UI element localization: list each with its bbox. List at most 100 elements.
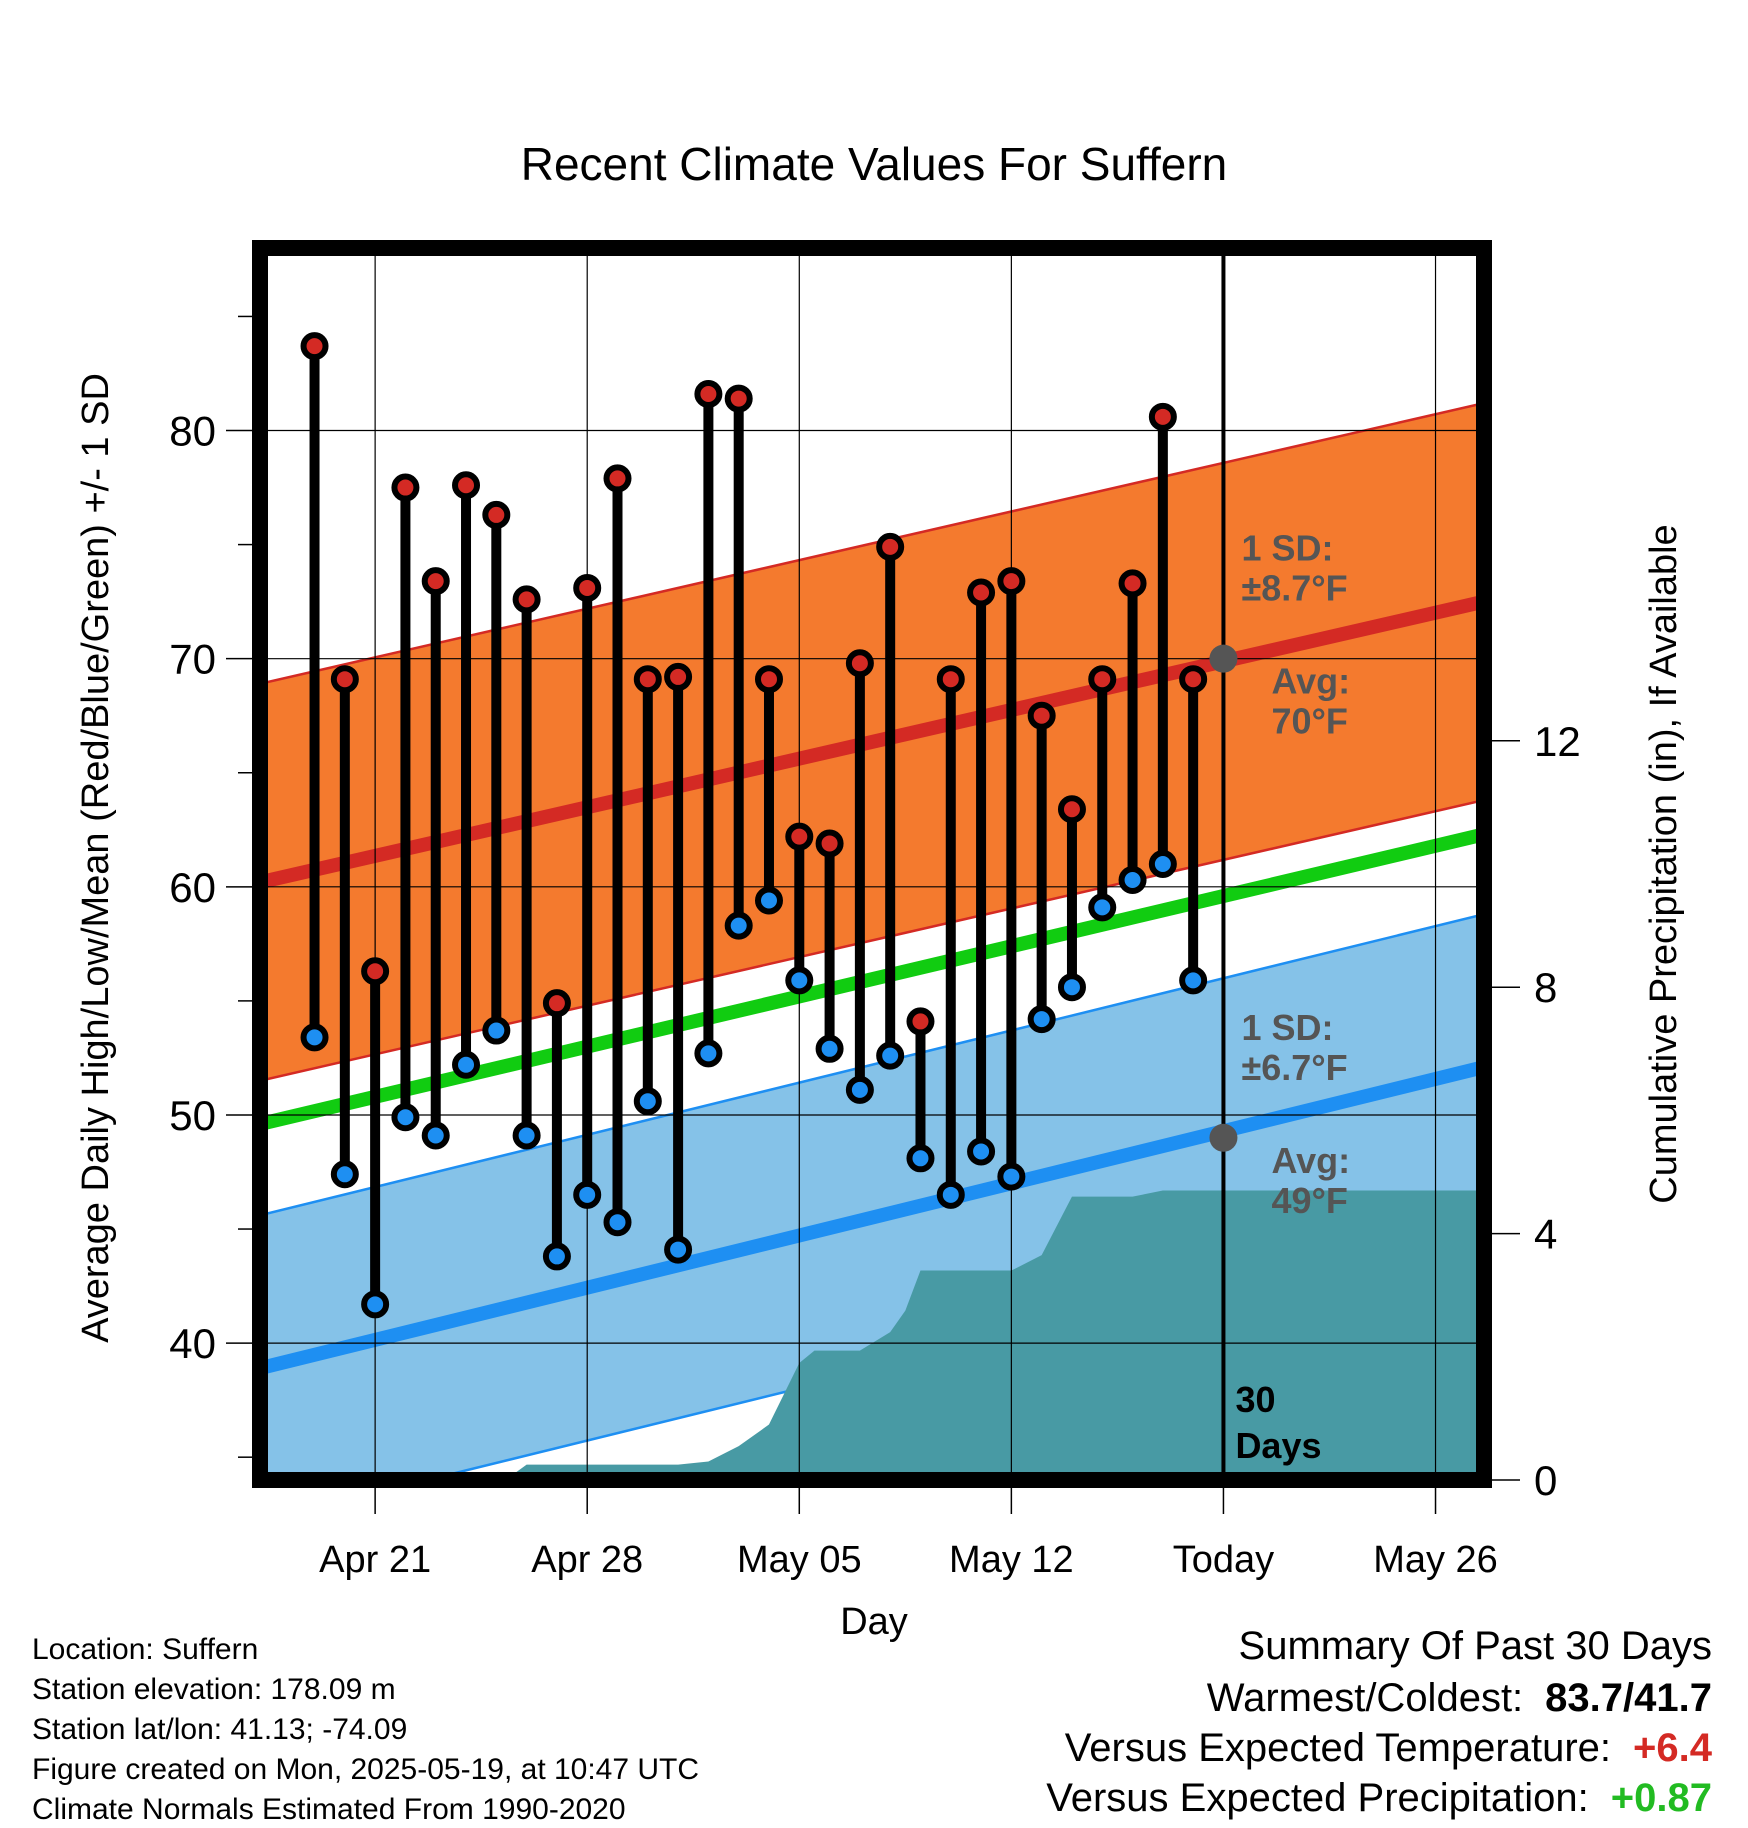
daily-low-point	[967, 1137, 996, 1166]
daily-low-point	[876, 1041, 905, 1070]
period-label-unit: Days	[1235, 1425, 1321, 1466]
daily-high-point	[845, 649, 874, 678]
daily-high-point	[876, 532, 905, 561]
summary-temp-label: Versus Expected Temperature:	[1064, 1726, 1612, 1770]
summary-title: Summary Of Past 30 Days	[1238, 1624, 1712, 1668]
daily-high-point	[603, 464, 632, 493]
high-avg-value: 70°F	[1271, 701, 1347, 742]
daily-high-point	[391, 473, 420, 502]
daily-high-point	[361, 957, 390, 986]
plot-inner	[260, 248, 1484, 1480]
y-tick-label: 80	[169, 408, 216, 455]
daily-low-point	[815, 1034, 844, 1063]
daily-low-point	[906, 1144, 935, 1173]
daily-low-point	[542, 1242, 571, 1271]
daily-low-point	[482, 1016, 511, 1045]
high-sd-value: ±8.7°F	[1241, 568, 1347, 609]
daily-low-point	[1118, 865, 1147, 894]
low-sd-value: ±6.7°F	[1241, 1047, 1347, 1088]
low-avg-value: 49°F	[1271, 1180, 1347, 1221]
daily-low-point	[452, 1050, 481, 1079]
footer-location: Location: Suffern	[32, 1633, 259, 1666]
daily-high-point	[542, 989, 571, 1018]
daily-high-point	[421, 567, 450, 596]
y2-tick-label: 8	[1534, 964, 1557, 1011]
daily-low-point	[603, 1208, 632, 1237]
summary-precip-label: Versus Expected Precipitation:	[1046, 1776, 1589, 1820]
summary-warm-cold: Warmest/Coldest: 83.7/41.7	[1207, 1676, 1712, 1721]
daily-high-point	[997, 567, 1026, 596]
daily-low-point	[785, 966, 814, 995]
daily-high-point	[754, 665, 783, 694]
daily-high-point	[1057, 795, 1086, 824]
daily-high-point	[452, 471, 481, 500]
daily-high-point	[1118, 569, 1147, 598]
daily-low-point	[1057, 973, 1086, 1002]
x-tick-label: Today	[1173, 1539, 1274, 1581]
daily-high-point	[724, 384, 753, 413]
daily-high-point	[1179, 665, 1208, 694]
daily-high-point	[664, 662, 693, 691]
y-tick-label: 50	[169, 1092, 216, 1139]
daily-high-point	[573, 573, 602, 602]
footer-created: Figure created on Mon, 2025-05-19, at 10…	[32, 1753, 700, 1786]
low-sd-label: 1 SD:	[1241, 1007, 1333, 1048]
x-tick-label: Apr 28	[531, 1539, 643, 1581]
y2-axis-label: Cumulative Precipitation (in), If Availa…	[1643, 524, 1685, 1203]
daily-low-point	[421, 1121, 450, 1150]
daily-low-point	[573, 1180, 602, 1209]
daily-low-point	[845, 1075, 874, 1104]
daily-high-point	[694, 380, 723, 409]
y-tick-label: 40	[169, 1320, 216, 1367]
daily-low-point	[512, 1121, 541, 1150]
daily-low-point	[1148, 850, 1177, 878]
y-tick-label: 70	[169, 636, 216, 683]
daily-low-point	[330, 1160, 359, 1189]
today-high-average-dot	[1209, 644, 1238, 673]
daily-high-point	[785, 822, 814, 851]
daily-high-point	[330, 665, 359, 694]
y2-tick-label: 4	[1534, 1211, 1557, 1258]
x-tick-label: May 12	[949, 1539, 1074, 1581]
period-label-number: 30	[1235, 1379, 1275, 1420]
daily-high-point	[936, 665, 965, 694]
y-tick-label: 60	[169, 864, 216, 911]
low-sd-band	[260, 914, 1484, 1480]
daily-high-point	[482, 500, 511, 529]
daily-high-point	[512, 585, 541, 614]
daily-high-point	[300, 332, 329, 361]
summary-temperature: Versus Expected Temperature: +6.4	[1065, 1726, 1712, 1771]
daily-high-point	[1148, 402, 1177, 431]
footer-elevation: Station elevation: 178.09 m	[32, 1673, 396, 1706]
x-tick-label: Apr 21	[319, 1539, 431, 1581]
summary-warm-cold-value: 83.7/41.7	[1545, 1676, 1712, 1720]
daily-high-point	[1027, 701, 1056, 730]
daily-low-point	[391, 1103, 420, 1132]
daily-low-point	[997, 1162, 1026, 1191]
chart-title: Recent Climate Values For Suffern	[521, 138, 1228, 190]
daily-low-point	[936, 1180, 965, 1209]
daily-low-point	[694, 1039, 723, 1068]
summary-warm-cold-label: Warmest/Coldest:	[1206, 1676, 1524, 1720]
y2-tick-label: 0	[1534, 1457, 1557, 1504]
low-band-upper-edge	[260, 912, 1484, 1217]
footer-latlon: Station lat/lon: 41.13; -74.09	[32, 1713, 408, 1746]
y2-tick-label: 12	[1534, 718, 1581, 765]
summary-precip-value: +0.87	[1610, 1776, 1712, 1820]
x-axis-label: Day	[840, 1601, 908, 1643]
plot-frame	[252, 240, 1492, 1488]
daily-low-point	[664, 1235, 693, 1264]
daily-high-point	[815, 829, 844, 858]
x-tick-label: May 05	[737, 1539, 862, 1581]
daily-low-point	[1027, 1005, 1056, 1034]
x-tick-label: May 26	[1373, 1539, 1498, 1581]
daily-low-point	[1179, 966, 1208, 995]
daily-high-point	[906, 1007, 935, 1036]
footer-normals: Climate Normals Estimated From 1990-2020	[32, 1793, 626, 1826]
today-low-average-dot	[1209, 1123, 1238, 1152]
low-average-line	[260, 1060, 1484, 1376]
daily-high-point	[967, 578, 996, 607]
daily-low-point	[300, 1023, 329, 1052]
